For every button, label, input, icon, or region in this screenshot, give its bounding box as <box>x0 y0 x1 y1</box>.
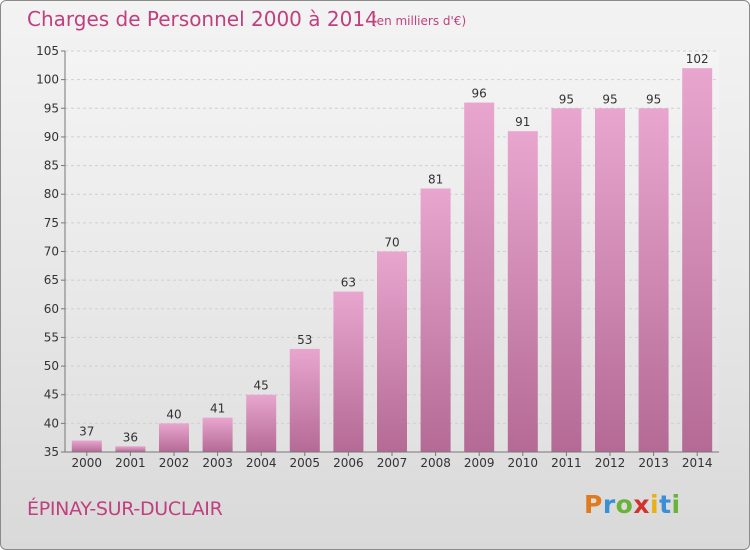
bar <box>202 417 233 452</box>
x-tick-label: 2009 <box>464 456 495 470</box>
x-tick-label: 2012 <box>595 456 626 470</box>
data-label: 95 <box>646 92 661 106</box>
x-tick-label: 2003 <box>202 456 233 470</box>
x-tick-label: 2000 <box>72 456 103 470</box>
bar <box>333 291 364 452</box>
data-label: 95 <box>559 92 574 106</box>
bar <box>507 131 538 452</box>
data-label: 95 <box>602 92 617 106</box>
bar <box>551 108 582 453</box>
y-tick-label: 40 <box>44 416 59 430</box>
logo-letter: i <box>650 490 660 519</box>
y-tick-label: 95 <box>44 101 59 115</box>
y-tick-label: 75 <box>44 216 59 230</box>
bar <box>638 108 669 453</box>
logo-letter: r <box>602 490 616 519</box>
logo-letter: P <box>584 490 603 519</box>
bar <box>464 102 495 453</box>
y-tick-label: 90 <box>44 130 59 144</box>
y-tick-label: 50 <box>44 359 59 373</box>
data-label: 40 <box>166 407 181 421</box>
y-tick-label: 55 <box>44 330 59 344</box>
x-tick-label: 2011 <box>551 456 582 470</box>
x-tick-label: 2014 <box>682 456 713 470</box>
bar <box>246 394 277 452</box>
data-label: 102 <box>686 52 709 66</box>
chart-subtitle: (en milliers d'€) <box>372 14 467 28</box>
x-tick-label: 2004 <box>246 456 277 470</box>
data-label: 81 <box>428 172 443 186</box>
bar <box>159 423 189 452</box>
x-tick-label: 2002 <box>159 456 190 470</box>
data-label: 36 <box>123 430 138 444</box>
data-label: 96 <box>472 87 487 101</box>
y-tick-label: 105 <box>36 44 59 58</box>
data-label: 37 <box>79 425 94 439</box>
logo-letter: o <box>615 490 634 519</box>
logo-letter: t <box>659 490 672 519</box>
data-label: 63 <box>341 276 356 290</box>
y-tick-label: 65 <box>44 273 59 287</box>
x-tick-label: 2008 <box>420 456 451 470</box>
data-label: 45 <box>254 379 269 393</box>
x-tick-label: 2006 <box>333 456 364 470</box>
x-tick-label: 2013 <box>638 456 669 470</box>
bar <box>595 108 625 453</box>
y-tick-label: 80 <box>44 187 59 201</box>
bar <box>71 440 102 452</box>
data-label: 41 <box>210 402 225 416</box>
bar <box>420 188 451 452</box>
logo-letter: x <box>633 490 650 519</box>
y-tick-label: 85 <box>44 159 59 173</box>
y-tick-label: 100 <box>36 73 59 87</box>
x-tick-label: 2001 <box>115 456 146 470</box>
x-tick-label: 2010 <box>508 456 539 470</box>
proxiti-logo: Proxiti <box>584 490 681 519</box>
logo-letter: i <box>671 490 681 519</box>
data-label: 53 <box>297 333 312 347</box>
x-tick-label: 2007 <box>377 456 408 470</box>
place-name: ÉPINAY-SUR-DUCLAIR <box>27 498 223 520</box>
y-tick-label: 45 <box>44 388 59 402</box>
data-label: 91 <box>515 115 530 129</box>
y-tick-label: 60 <box>44 302 59 316</box>
data-label: 70 <box>384 236 399 250</box>
bar <box>682 68 713 452</box>
y-tick-label: 70 <box>44 245 59 259</box>
bar <box>289 348 320 452</box>
bar <box>377 251 407 452</box>
chart-title: Charges de Personnel 2000 à 2014 <box>27 7 378 31</box>
x-tick-label: 2005 <box>290 456 321 470</box>
bar <box>115 446 146 452</box>
y-tick-label: 35 <box>44 445 59 459</box>
